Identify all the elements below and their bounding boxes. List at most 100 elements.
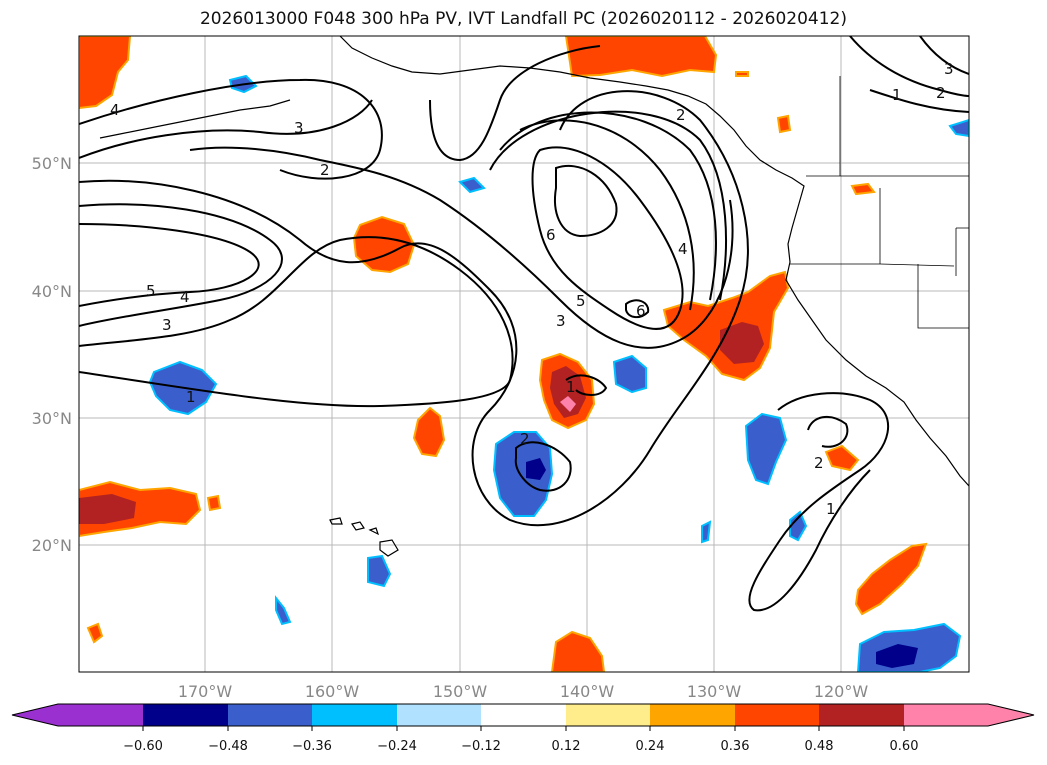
- contour-line: [489, 110, 727, 301]
- contour-line: [919, 36, 969, 75]
- colorbar-ticks: [142, 726, 905, 731]
- hawaii-coast: [329, 517, 399, 557]
- north-america-coast: [339, 36, 969, 487]
- pv-blob: [735, 71, 749, 77]
- colorbar: −0.60 −0.48 −0.36 −0.24 −0.12 0.12 0.24 …: [11, 703, 1035, 754]
- colorbar-label: 0.48: [805, 739, 834, 754]
- pv-blob: [492, 431, 554, 517]
- pv-blob: [789, 510, 808, 542]
- state-borders: [879, 188, 969, 329]
- longitude-labels: 170°W 160°W 150°W 140°W 130°W 120°W: [178, 682, 869, 701]
- map-background: [79, 36, 969, 672]
- pv-blob: [458, 176, 486, 194]
- contour-line: [565, 374, 608, 396]
- colorbar-segment: [819, 704, 904, 726]
- contour-line: [79, 203, 283, 327]
- contour-label: 6: [636, 302, 646, 320]
- colorbar-label: −0.36: [292, 739, 332, 754]
- contour-label: 1: [892, 86, 902, 104]
- colorbar-extend-low: [12, 704, 143, 726]
- lon-label-160w: 160°W: [305, 682, 360, 701]
- colorbar-label: −0.60: [123, 739, 163, 754]
- contour-line: [748, 392, 889, 612]
- pv-blob-core: [526, 458, 546, 480]
- contour-label: 2: [814, 454, 824, 472]
- pv-blob: [824, 444, 860, 472]
- colorbar-segment: [312, 704, 397, 726]
- contour-label: 1: [566, 378, 576, 396]
- contour-line: [189, 146, 734, 349]
- political-borders: [790, 76, 969, 329]
- contour-line: [531, 146, 684, 330]
- lon-label-130w: 130°W: [687, 682, 742, 701]
- pv-blob: [948, 118, 969, 138]
- colorbar-segment: [397, 704, 481, 726]
- contour-label: 5: [576, 292, 586, 310]
- lat-label-30n: 30°N: [32, 409, 72, 428]
- pv-blob: [854, 542, 928, 616]
- colorbar-segment: [481, 704, 566, 726]
- contour-line: [79, 90, 749, 527]
- colorbar-segment: [735, 704, 819, 726]
- pv-blob: [412, 406, 446, 458]
- pv-blob: [367, 554, 392, 588]
- map-content: 4 3 2 5 4 3 1 6 5 6 3 4 1 2 3 2 1 1 2 2: [79, 36, 969, 672]
- contour-line: [869, 89, 969, 113]
- contour-line: [514, 441, 572, 492]
- contour-label: 3: [944, 60, 954, 78]
- negative-pv-anomalies: [148, 74, 969, 672]
- contour-line: [499, 111, 717, 301]
- pv-blob-core: [550, 366, 586, 418]
- colorbar-label: 0.36: [721, 739, 750, 754]
- pv-blob: [79, 36, 132, 110]
- colorbar-extend-high: [904, 704, 1034, 726]
- lon-label-170w: 170°W: [178, 682, 233, 701]
- pv-blob-core: [79, 494, 136, 524]
- pv-blob: [744, 412, 788, 486]
- graticule: [79, 36, 969, 672]
- pv-blob-core: [876, 644, 918, 668]
- contour-label: 6: [546, 226, 556, 244]
- colorbar-label: −0.48: [208, 739, 248, 754]
- contour-label: 4: [110, 101, 120, 119]
- contour-line: [429, 45, 601, 162]
- pv-blob: [612, 354, 647, 394]
- contour-line: [79, 99, 373, 159]
- lat-label-50n: 50°N: [32, 154, 72, 173]
- contour-label: 2: [936, 84, 946, 102]
- contour-line: [79, 223, 260, 307]
- colorbar-label: 0.24: [636, 739, 665, 754]
- colorbar-label: −0.12: [461, 739, 501, 754]
- colorbar-segment: [228, 704, 312, 726]
- colorbar-segment: [650, 704, 735, 726]
- contour-line: [554, 164, 618, 238]
- contour-label: 1: [826, 500, 836, 518]
- lon-label-150w: 150°W: [433, 682, 488, 701]
- lat-label-40n: 40°N: [32, 282, 72, 301]
- contour-labels: 4 3 2 5 4 3 1 6 5 6 3 4 1 2 3 2 1 1 2 2: [110, 60, 954, 518]
- pv-blob: [86, 622, 104, 644]
- pv-blob-core: [720, 322, 764, 364]
- positive-pv-anomalies: [79, 36, 928, 672]
- pv-blob: [564, 36, 718, 78]
- lat-label-20n: 20°N: [32, 536, 72, 555]
- pv-blob: [550, 630, 606, 672]
- pv-blob-peak: [560, 396, 576, 412]
- colorbar-label: 0.60: [890, 739, 919, 754]
- contour-label: 3: [556, 312, 566, 330]
- contour-label: 1: [186, 388, 196, 406]
- contour-label: 4: [678, 240, 688, 258]
- contour-label: 2: [676, 106, 686, 124]
- contour-label: 3: [162, 316, 172, 334]
- lon-label-140w: 140°W: [560, 682, 615, 701]
- aleutian-chain: [99, 99, 291, 139]
- colorbar-segment: [143, 704, 228, 726]
- contours: [79, 36, 969, 612]
- contour-line: [79, 236, 514, 408]
- contour-line: [625, 299, 650, 318]
- latitude-labels: 50°N 40°N 30°N 20°N: [32, 154, 72, 555]
- pv-blob: [206, 494, 222, 512]
- coastlines: [99, 36, 969, 557]
- contour-label: 3: [294, 119, 304, 137]
